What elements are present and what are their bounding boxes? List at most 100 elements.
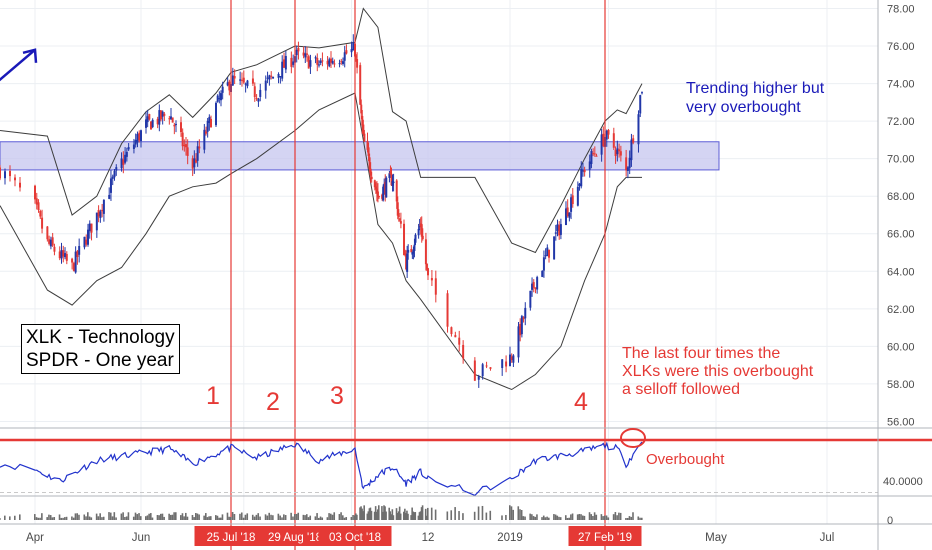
volume-bar (71, 516, 73, 520)
candle-body (239, 79, 242, 81)
volume-bar (430, 507, 433, 520)
candle-body (122, 159, 125, 165)
volume-bar (583, 515, 586, 520)
volume-bar (568, 517, 570, 520)
candle-body (88, 223, 91, 232)
candle-body (590, 151, 593, 164)
candle-body (583, 169, 586, 173)
candle-body (9, 171, 11, 177)
candle-body (49, 239, 52, 247)
candle-body (395, 180, 398, 202)
x-tick-label: Jun (132, 532, 151, 544)
volume-bar (161, 513, 164, 520)
volume-bar (319, 516, 322, 520)
volume-bar (424, 508, 427, 520)
volume-bar (411, 507, 413, 520)
candle-body (536, 277, 539, 290)
volume-bar (363, 505, 365, 520)
candle-body (424, 239, 427, 265)
volume-bar (576, 514, 579, 520)
candle-body (259, 89, 262, 97)
volume-bar (481, 505, 484, 520)
candle-body (396, 202, 399, 216)
candle-body (319, 60, 322, 63)
volume-bar (270, 514, 272, 520)
candle-body (173, 124, 176, 127)
volume-bar (233, 514, 236, 520)
volume-bar (367, 511, 370, 520)
candle-body (363, 133, 366, 142)
candle-body (71, 258, 74, 263)
volume-bar (556, 515, 559, 520)
volume-bar (230, 516, 232, 520)
volume-bar (76, 513, 78, 520)
candle-body (220, 93, 222, 101)
volume-bar (295, 513, 298, 520)
candle-body (326, 60, 329, 65)
rsi-panel (0, 427, 932, 497)
volume-bar (283, 514, 285, 520)
candle-body (417, 228, 420, 236)
bollinger-lower-line (0, 92, 642, 391)
volume-bar (72, 517, 75, 520)
volume-bar (410, 515, 412, 520)
candle-body (120, 158, 123, 169)
candle-body (196, 146, 199, 161)
candle-body (246, 80, 249, 87)
candle-body (405, 253, 408, 270)
y-tick-label: 66.00 (887, 229, 915, 241)
candle-body (454, 335, 457, 338)
candle-body (529, 290, 532, 308)
candle-body (78, 246, 81, 255)
volume-bar (578, 513, 581, 520)
candle-body (134, 139, 137, 145)
volume-bar (564, 515, 567, 520)
candle-body (477, 376, 480, 380)
candle-body (412, 249, 415, 254)
candle-body (216, 95, 219, 102)
candle-body (553, 236, 556, 260)
volume-bar (37, 517, 40, 520)
volume-bar (595, 514, 598, 520)
volume-bar (454, 507, 456, 520)
candle-body (272, 76, 275, 79)
volume-bar (395, 508, 398, 520)
volume-bar (566, 517, 569, 520)
volume-bar (542, 515, 545, 520)
candle-body (625, 157, 628, 171)
volume-bar (570, 514, 572, 520)
x-tick-label: 27 Feb '19 (578, 532, 632, 544)
rsi-line (0, 441, 643, 497)
candle-body (321, 60, 324, 62)
candle-body (639, 95, 642, 114)
volume-bar (314, 516, 317, 520)
candle-body (60, 250, 63, 259)
candle-body (233, 76, 236, 79)
candle-body (595, 155, 598, 157)
volume-bar (228, 516, 230, 520)
candle-body (411, 252, 414, 255)
selloff-note: The last four times the XLKs were this o… (622, 345, 813, 399)
candle-body (146, 116, 149, 123)
candle-body (333, 63, 336, 65)
candlesticks (0, 34, 643, 388)
candle-body (531, 283, 534, 290)
candle-body (185, 144, 187, 148)
volume-bar (150, 513, 152, 520)
volume-bar (175, 512, 177, 520)
candle-body (462, 344, 465, 359)
candle-body (215, 102, 217, 126)
candle-body (171, 117, 174, 123)
volume-bar (206, 517, 209, 520)
note-line-1: The last four times the (622, 345, 781, 362)
volume-bar (375, 511, 378, 520)
candle-body (421, 235, 424, 240)
candle-body (619, 151, 622, 156)
candle-body (568, 212, 571, 218)
candle-body (473, 360, 476, 381)
volume-bar (544, 517, 547, 520)
candle-body (111, 176, 114, 179)
candle-body (309, 60, 312, 67)
candle-body (74, 251, 77, 273)
candle-body (302, 52, 305, 56)
